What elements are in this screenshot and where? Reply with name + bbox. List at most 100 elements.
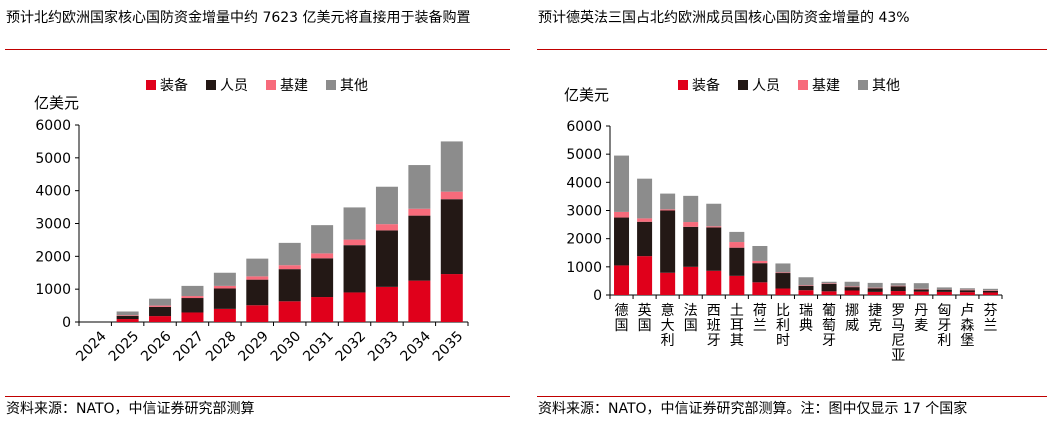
right-bar-15-2 (959, 289, 975, 291)
left-bar-6-0 (278, 301, 301, 322)
right-x-label-2-0: 意 (661, 302, 675, 319)
right-x-label-4-2: 牙 (707, 333, 721, 349)
left-bar-9-0 (375, 286, 398, 322)
right-bar-13-0 (913, 291, 929, 295)
left-x-label-6: 2030 (268, 328, 305, 365)
right-bar-0-1 (614, 217, 630, 266)
right-chart-title: 预计德英法三国占北约欧洲成员国核心国防资金增量的 43% (538, 10, 910, 26)
right-x-label-0-1: 国 (615, 318, 629, 334)
right-x-label-11-1: 克 (868, 318, 882, 334)
right-y-tick-label-6: 6000 (566, 119, 602, 135)
right-x-label-7-2: 时 (776, 333, 790, 349)
left-legend-swatch-1 (206, 80, 216, 90)
right-x-label-7-1: 利 (776, 318, 790, 334)
right-bar-9-2 (821, 283, 837, 284)
right-bar-3-1 (683, 226, 699, 267)
right-bar-7-0 (775, 288, 791, 295)
left-bar-6-3 (278, 242, 301, 266)
left-x-label-7: 2031 (300, 328, 337, 365)
right-x-label-6-0: 荷 (753, 303, 767, 319)
left-bar-11-2 (440, 191, 463, 200)
right-bottom-rule (537, 396, 1047, 397)
left-chart-title: 预计北约欧洲国家核心国防资金增量中约 7623 亿美元将直接用于装备购置 (6, 10, 471, 26)
right-bar-13-1 (913, 289, 929, 292)
right-bar-14-1 (936, 289, 952, 292)
right-legend-swatch-1 (738, 80, 748, 90)
right-y-tick-label-0: 0 (593, 288, 602, 304)
right-x-label-4-0: 西 (707, 303, 721, 319)
right-bar-11-0 (867, 291, 883, 295)
right-bar-12-2 (890, 285, 906, 287)
left-bar-1-2 (116, 315, 139, 316)
right-y-tick-label-3: 3000 (566, 204, 602, 220)
left-bar-2-2 (149, 305, 172, 307)
right-y-tick-label-4: 4000 (566, 175, 602, 191)
right-x-label-15-0: 卢 (960, 303, 974, 319)
left-x-label-0: 2024 (73, 328, 110, 365)
left-y-tick-label-5: 5000 (35, 151, 71, 167)
right-x-label-14-0: 匈 (937, 303, 951, 319)
left-source-note: 资料来源：NATO，中信证券研究部测算 (6, 401, 255, 417)
right-bar-10-3 (844, 281, 860, 287)
right-x-label-0-0: 德 (615, 303, 629, 319)
right-x-label-15-1: 森 (960, 318, 974, 334)
right-bar-16-2 (982, 290, 998, 291)
left-bar-9-3 (375, 186, 398, 225)
right-bar-10-1 (844, 287, 860, 291)
left-bar-4-0 (213, 308, 236, 322)
left-bar-8-3 (343, 207, 366, 240)
right-bar-5-1 (729, 247, 745, 276)
left-bar-1-1 (116, 315, 139, 320)
right-x-label-9-0: 葡 (822, 303, 836, 319)
right-bar-0-2 (614, 211, 630, 218)
left-bar-4-1 (213, 288, 236, 309)
right-bar-16-3 (982, 288, 998, 291)
right-x-label-8-1: 典 (799, 318, 813, 334)
right-x-label-15-2: 堡 (960, 333, 974, 349)
left-bar-3-2 (181, 296, 204, 299)
left-bar-7-2 (311, 253, 334, 259)
right-x-label-16-0: 芬 (983, 303, 997, 319)
right-x-label-4-1: 班 (707, 318, 721, 334)
right-bar-10-2 (844, 286, 860, 288)
right-bar-2-2 (660, 209, 676, 211)
left-legend-swatch-2 (266, 80, 276, 90)
right-bar-12-0 (890, 291, 906, 295)
right-bar-0-0 (614, 265, 630, 295)
right-bar-6-1 (752, 263, 768, 283)
left-bar-8-2 (343, 239, 366, 246)
right-bar-0-3 (614, 155, 630, 212)
right-bar-4-3 (706, 203, 722, 227)
right-bar-3-3 (683, 195, 699, 223)
right-bar-12-3 (890, 283, 906, 286)
left-bar-10-1 (408, 215, 431, 281)
right-x-label-1-1: 国 (638, 318, 652, 334)
left-legend-label-0: 装备 (160, 77, 188, 94)
left-legend-label-3: 其他 (340, 78, 368, 94)
left-y-tick-label-6: 6000 (35, 118, 71, 134)
left-bar-10-3 (408, 165, 431, 209)
left-bar-6-1 (278, 269, 301, 302)
right-bar-14-0 (936, 291, 952, 295)
left-x-label-11: 2035 (430, 328, 467, 365)
right-bar-7-3 (775, 263, 791, 273)
right-bar-6-3 (752, 245, 768, 261)
right-x-label-13-1: 麦 (914, 318, 928, 334)
right-x-label-3-0: 法 (684, 303, 698, 319)
left-legend-swatch-3 (326, 80, 336, 90)
left-bar-10-0 (408, 280, 431, 322)
right-bar-1-1 (637, 221, 653, 257)
right-bar-16-0 (982, 292, 998, 295)
right-x-label-2-1: 大 (661, 318, 675, 334)
left-bar-11-0 (440, 274, 463, 322)
left-x-label-5: 2029 (235, 328, 272, 365)
left-bar-3-1 (181, 298, 204, 313)
left-bar-6-2 (278, 265, 301, 270)
right-bar-2-0 (660, 272, 676, 295)
left-legend-label-1: 人员 (220, 78, 248, 94)
left-chart-panel: 预计北约欧洲国家核心国防资金增量中约 7623 亿美元将直接用于装备购置 装备 人… (0, 0, 510, 423)
left-bar-7-0 (311, 297, 334, 322)
right-x-label-12-0: 罗 (891, 303, 905, 319)
right-y-tick-label-5: 5000 (566, 147, 602, 163)
left-bar-11-1 (440, 199, 463, 275)
